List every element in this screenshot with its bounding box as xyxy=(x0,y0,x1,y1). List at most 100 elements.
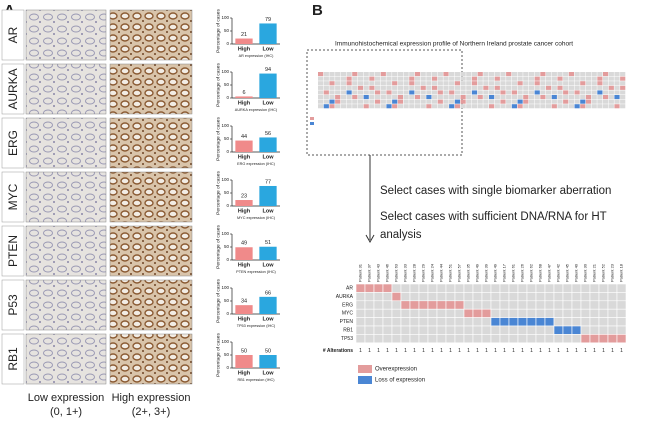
overview-cell xyxy=(346,76,352,81)
overview-cell xyxy=(449,72,455,77)
heatmap-cell xyxy=(463,300,474,310)
step-text: Select cases with sufficient DNA/RNA for… xyxy=(380,211,607,223)
bar xyxy=(259,185,277,206)
overview-cell xyxy=(500,81,506,86)
heatmap-cell xyxy=(472,283,483,293)
overview-cell xyxy=(585,72,592,77)
y-tick-label: 50 xyxy=(224,190,230,195)
overview-cell xyxy=(357,99,364,104)
overview-cell xyxy=(523,85,529,90)
heatmap-cell xyxy=(382,292,393,302)
y-axis-label: Percentage of cases xyxy=(215,225,221,269)
heatmap-cell xyxy=(598,300,609,310)
heatmap-cell xyxy=(616,300,627,310)
overview-cell xyxy=(329,81,335,86)
overview-cell xyxy=(375,76,381,81)
row-label: PTEN xyxy=(340,319,354,325)
heatmap-cell xyxy=(400,308,411,318)
overview-cell xyxy=(506,72,512,77)
overview-cell xyxy=(414,99,421,104)
heatmap-cell xyxy=(364,283,375,293)
heatmap-cell xyxy=(580,334,591,344)
overview-cell xyxy=(614,72,620,77)
overview-cell xyxy=(460,81,466,86)
heatmap-cell xyxy=(382,317,393,327)
heatmap-cell xyxy=(382,300,393,310)
micrograph-high xyxy=(109,63,193,115)
overview-cell xyxy=(546,85,552,90)
bar xyxy=(235,140,253,152)
patient-label: Patient 51 xyxy=(448,263,453,282)
overview-cell xyxy=(557,99,563,104)
overview-cell xyxy=(375,90,381,95)
alteration-count: 1 xyxy=(413,348,416,354)
heatmap-cell xyxy=(427,308,438,318)
overview-cell xyxy=(534,81,540,86)
row-label-box xyxy=(1,117,25,169)
overview-cell xyxy=(352,81,358,86)
heatmap-cell xyxy=(499,283,510,293)
overview-cell xyxy=(386,72,392,77)
alteration-count: 1 xyxy=(548,348,551,354)
heatmap-cell xyxy=(391,283,402,293)
overview-cell xyxy=(597,104,603,109)
overview-cell xyxy=(574,90,580,95)
overview-cell xyxy=(620,85,626,90)
heatmap-cell xyxy=(409,308,420,318)
overview-cell xyxy=(523,90,529,95)
y-tick-label: 50 xyxy=(224,28,230,33)
overview-cell xyxy=(329,95,335,100)
overview-cell xyxy=(523,81,529,86)
patient-label: Patient 28 xyxy=(412,263,417,282)
overview-cell xyxy=(454,76,460,81)
heatmap-cell xyxy=(481,308,492,318)
heatmap-cell xyxy=(535,308,546,318)
patient-label: Patient 23 xyxy=(610,263,615,282)
overview-cell xyxy=(409,72,415,77)
overview-cell xyxy=(620,95,626,100)
heatmap-cell xyxy=(436,300,447,310)
overview-cell xyxy=(466,99,472,104)
heatmap-cell xyxy=(562,292,573,302)
heatmap-cell xyxy=(436,283,447,293)
overview-cell xyxy=(489,95,495,100)
micrograph-low xyxy=(25,225,107,277)
heatmap-cell xyxy=(427,334,438,344)
heatmap-cell xyxy=(463,308,474,318)
overview-cell xyxy=(494,104,500,109)
overview-cell xyxy=(432,76,438,81)
heatmap-cell xyxy=(517,292,528,302)
step-text: analysis xyxy=(380,229,422,241)
heatmap-cell xyxy=(382,334,393,344)
heatmap-cell xyxy=(409,334,420,344)
heatmap-cell xyxy=(607,308,618,318)
overview-cell xyxy=(528,90,535,95)
heatmap-cell xyxy=(436,308,447,318)
heatmap-cell xyxy=(382,325,393,335)
heatmap-cell xyxy=(589,292,600,302)
legend-swatch xyxy=(358,365,372,373)
overview-cell xyxy=(597,81,603,86)
heatmap-cell xyxy=(571,300,582,310)
heatmap-cell xyxy=(553,308,564,318)
bar xyxy=(235,247,253,260)
overview-cell xyxy=(546,76,552,81)
overview-cell xyxy=(449,76,455,81)
overview-cell xyxy=(620,76,626,81)
heatmap-cell xyxy=(391,325,402,335)
overview-cell xyxy=(363,76,369,81)
heatmap-cell xyxy=(391,292,402,302)
heatmap-cell xyxy=(364,292,375,302)
patient-label: Patient 43 xyxy=(376,263,381,282)
overview-cell xyxy=(352,85,358,90)
alteration-count: 1 xyxy=(512,348,515,354)
alteration-count: 1 xyxy=(620,348,623,354)
overview-cell xyxy=(318,81,324,86)
heatmap-cell xyxy=(436,317,447,327)
overview-cell xyxy=(534,104,540,109)
overview-cell xyxy=(557,104,563,109)
heatmap-cell xyxy=(553,292,564,302)
heatmap-cell xyxy=(445,334,456,344)
overview-cell xyxy=(574,81,580,86)
overview-cell xyxy=(392,104,398,109)
